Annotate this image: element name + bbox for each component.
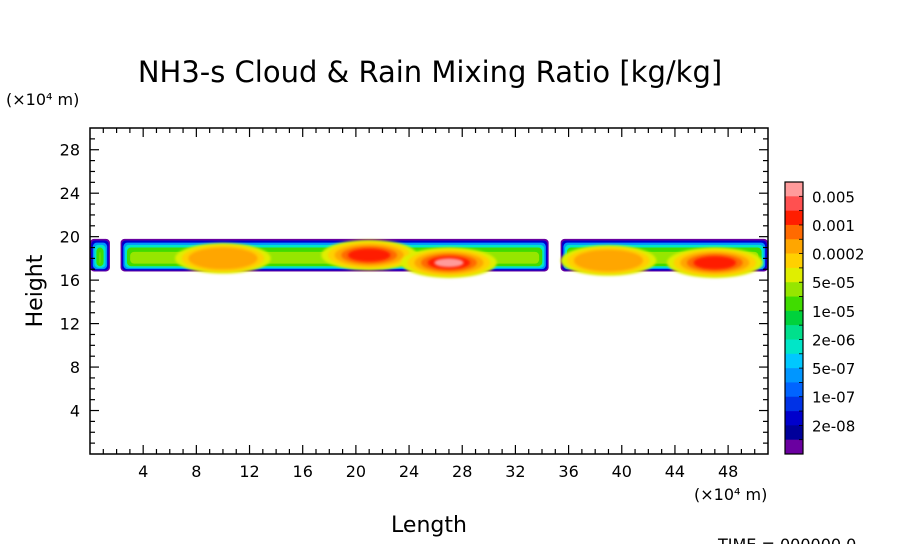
colorbar-swatch [785,224,803,240]
colorbar-swatch [785,282,803,297]
y-tick-label: 4 [70,402,80,421]
x-tick-label: 16 [293,462,313,481]
y-axis-ticks: 4 8 12 16 20 24 28 [60,138,768,444]
cloud-core [693,256,737,270]
colorbar-swatch [785,310,803,326]
x-tick-label: 24 [399,462,419,481]
colorbar-label: 2e-06 [812,331,855,349]
x-tick-label: 40 [612,462,632,481]
colorbar-swatch [785,382,803,398]
y-tick-label: 24 [60,184,80,203]
y-axis-label: Height [23,254,48,327]
y-tick-label: 20 [60,228,80,247]
colorbar-label: 0.005 [812,188,855,206]
plot-frame [89,127,769,455]
x-tick-label: 36 [558,462,578,481]
x-tick-label: 28 [452,462,472,481]
colorbar: 0.005 0.001 0.0002 5e-05 1e-05 2e-06 5e-07 1e-0… [784,181,865,455]
colorbar-swatch [785,239,803,254]
colorbar-swatch [785,439,803,455]
x-axis-ticks: 4 8 12 16 20 24 28 32 36 40 44 48 [102,128,756,481]
colorbar-swatch [785,296,803,312]
x-tick-label: 4 [138,462,148,481]
colorbar-swatch [785,210,803,226]
colorbar-swatch [785,425,803,440]
cloud-core [573,249,644,272]
colorbar-label: 1e-05 [812,303,855,321]
x-tick-label: 20 [346,462,366,481]
x-tick-label: 12 [239,462,259,481]
x-axis-label: Length [391,513,467,538]
y-tick-label: 12 [60,315,80,334]
colorbar-label: 0.0002 [812,246,865,264]
colorbar-swatch [785,396,803,412]
colorbar-label: 1e-07 [812,389,855,407]
cloud-band [90,238,768,278]
x-tick-label: 44 [665,462,685,481]
cloud-core [188,247,258,270]
colorbar-swatch [785,325,803,340]
colorbar-label: 0.001 [812,217,855,235]
colorbar-label: 5e-05 [812,274,855,292]
colorbar-swatch [785,267,803,283]
x-tick-label: 8 [191,462,201,481]
cloud-contour [99,251,101,264]
colorbar-swatch [785,368,803,383]
colorbar-frame [784,181,804,455]
colorbar-swatch [785,353,803,369]
cloud-core [434,258,464,268]
chart-title: NH3-s Cloud & Rain Mixing Ratio [kg/kg] [138,55,722,89]
colorbar-label: 2e-08 [812,417,855,435]
colorbar-swatch [785,253,803,269]
x-unit-label: (×10⁴ m) [694,485,767,504]
y-tick-label: 8 [70,358,80,377]
colorbar-swatch [785,411,803,426]
y-tick-label: 16 [60,271,80,290]
y-tick-label: 28 [60,141,80,160]
cloud-core [347,248,391,262]
time-stamp: TIME = 000000.0 [717,535,856,544]
colorbar-swatch [785,196,803,211]
colorbar-label: 5e-07 [812,360,855,378]
x-tick-label: 32 [505,462,525,481]
colorbar-swatch [785,182,803,197]
colorbar-swatch [785,339,803,355]
x-tick-label: 48 [718,462,738,481]
y-unit-label: (×10⁴ m) [6,90,79,109]
